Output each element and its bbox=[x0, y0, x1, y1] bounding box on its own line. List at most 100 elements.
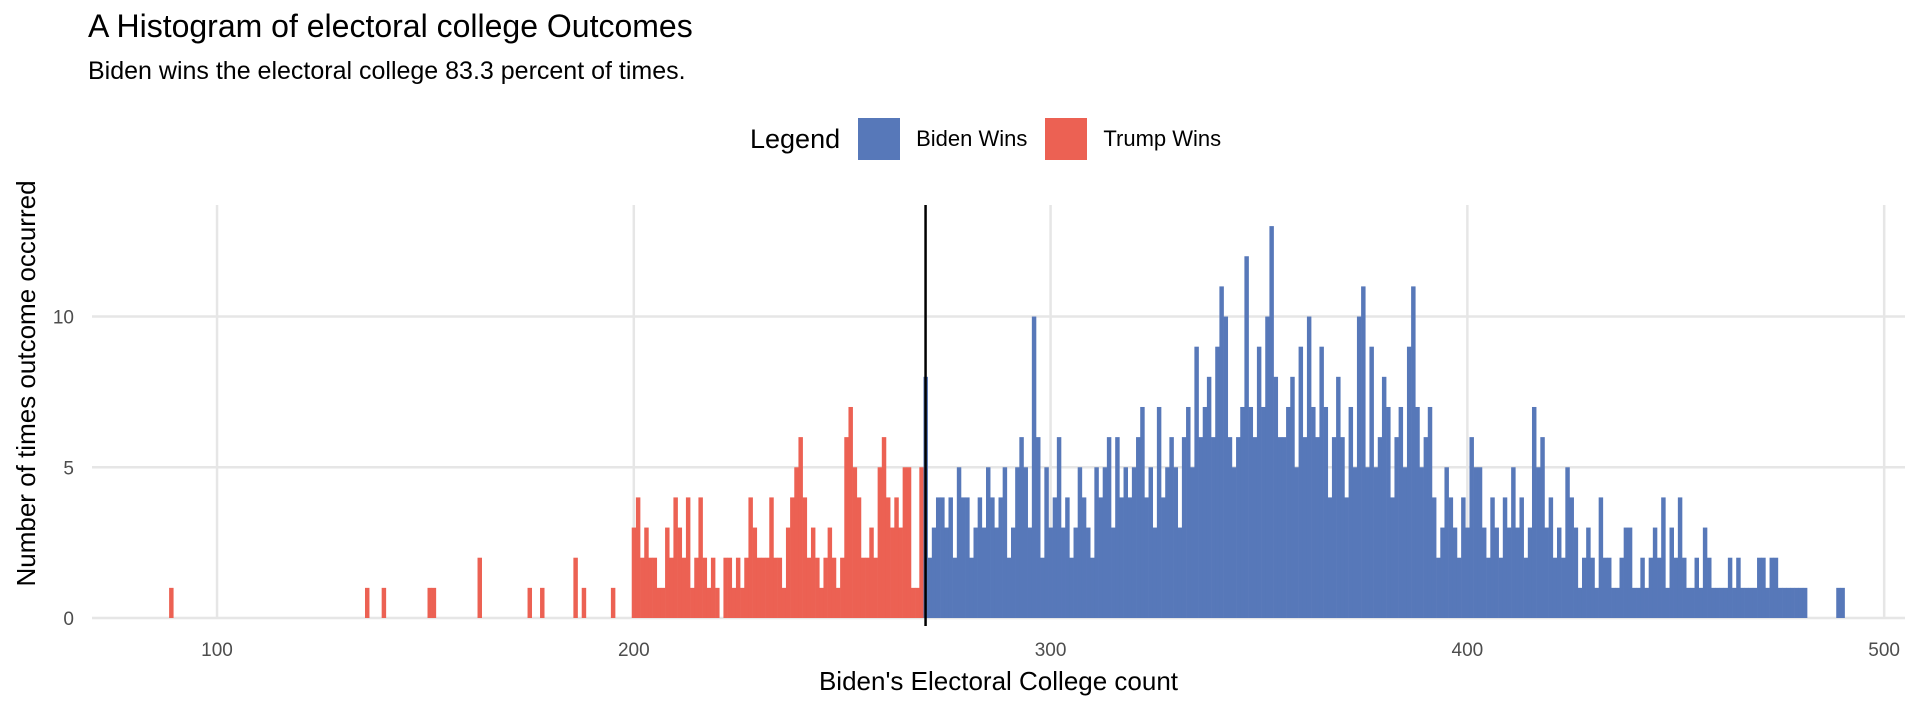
bar-trump bbox=[794, 467, 799, 618]
bar-biden bbox=[1548, 497, 1554, 618]
bar-trump bbox=[431, 587, 437, 618]
bar-trump bbox=[427, 587, 432, 618]
legend: Legend Biden Wins Trump Wins bbox=[750, 118, 1239, 160]
bar-biden bbox=[1769, 557, 1775, 618]
bar-biden bbox=[1702, 527, 1708, 618]
bar-biden bbox=[1607, 557, 1612, 618]
bar-biden bbox=[1315, 437, 1320, 618]
bar-biden bbox=[1715, 587, 1720, 618]
bar-biden bbox=[1090, 557, 1095, 618]
bar-biden bbox=[1381, 376, 1387, 618]
bar-biden bbox=[1340, 437, 1345, 618]
bar-biden bbox=[1598, 497, 1604, 618]
bar-trump bbox=[677, 527, 683, 618]
bar-trump bbox=[894, 497, 899, 618]
bar-biden bbox=[1727, 557, 1733, 618]
bar-biden bbox=[1086, 527, 1091, 618]
bar-trump bbox=[698, 497, 703, 618]
bar-biden bbox=[1390, 497, 1395, 618]
x-tick-label: 100 bbox=[201, 640, 233, 661]
bar-biden bbox=[1361, 286, 1366, 618]
bar-biden bbox=[1761, 557, 1766, 618]
legend-item-biden: Biden Wins bbox=[858, 118, 1027, 160]
bar-trump bbox=[760, 557, 766, 618]
bar-biden bbox=[1765, 587, 1770, 618]
bar-trump bbox=[656, 587, 662, 618]
bar-trump bbox=[648, 557, 653, 618]
bar-biden bbox=[1531, 406, 1537, 618]
bar-biden bbox=[1694, 557, 1699, 618]
bar-biden bbox=[1590, 557, 1595, 618]
bar-biden bbox=[1519, 497, 1524, 618]
bar-biden bbox=[1136, 437, 1141, 618]
bar-trump bbox=[773, 557, 778, 618]
bar-biden bbox=[1536, 467, 1541, 618]
y-tick-label: 10 bbox=[53, 308, 74, 329]
bar-biden bbox=[977, 497, 983, 618]
bar-trump bbox=[877, 467, 883, 618]
bar-biden bbox=[1223, 316, 1229, 618]
bar-biden bbox=[1211, 437, 1216, 618]
bar-biden bbox=[1323, 406, 1329, 618]
bar-biden bbox=[1427, 406, 1433, 618]
bar-trump bbox=[881, 437, 887, 618]
bar-trump bbox=[631, 527, 637, 618]
bar-biden bbox=[1840, 587, 1845, 618]
bar-biden bbox=[1056, 437, 1062, 618]
bar-biden bbox=[1794, 587, 1800, 618]
bar-biden bbox=[1386, 406, 1391, 618]
bar-biden bbox=[1773, 557, 1779, 618]
bar-biden bbox=[1594, 587, 1599, 618]
legend-key-biden bbox=[858, 118, 901, 160]
bar-biden bbox=[1777, 587, 1783, 618]
bar-trump bbox=[573, 557, 578, 618]
bar-biden bbox=[1732, 587, 1737, 618]
bar-biden bbox=[1415, 406, 1420, 618]
bar-biden bbox=[1148, 467, 1154, 618]
bar-biden bbox=[1431, 497, 1437, 618]
bar-trump bbox=[477, 557, 482, 618]
bar-biden bbox=[1190, 467, 1195, 618]
bar-trump bbox=[681, 557, 687, 618]
bar-biden bbox=[1177, 527, 1183, 618]
bar-biden bbox=[965, 497, 970, 618]
bar-trump bbox=[844, 437, 849, 618]
bar-trump bbox=[723, 557, 728, 618]
bar-trump bbox=[735, 557, 741, 618]
bar-trump bbox=[827, 527, 833, 618]
bar-biden bbox=[1094, 467, 1099, 618]
bar-biden bbox=[1173, 467, 1179, 618]
bar-biden bbox=[1673, 557, 1679, 618]
bar-biden bbox=[1048, 527, 1053, 618]
bar-biden bbox=[1602, 557, 1608, 618]
bar-biden bbox=[1498, 557, 1504, 618]
bar-biden bbox=[1636, 587, 1641, 618]
bar-biden bbox=[1669, 527, 1674, 618]
bar-biden bbox=[1181, 437, 1187, 618]
bar-biden bbox=[1269, 226, 1274, 619]
bar-biden bbox=[1248, 406, 1254, 618]
bar-biden bbox=[956, 467, 962, 618]
bar-biden bbox=[1632, 587, 1637, 618]
bar-biden bbox=[931, 527, 937, 618]
bar-biden bbox=[1436, 557, 1441, 618]
bar-trump bbox=[802, 497, 808, 618]
bar-biden bbox=[1306, 316, 1312, 618]
bar-biden bbox=[1052, 497, 1058, 618]
bar-biden bbox=[1115, 437, 1120, 618]
bar-biden bbox=[1019, 437, 1024, 618]
bar-biden bbox=[1331, 437, 1337, 618]
bar-biden bbox=[1640, 557, 1645, 618]
bar-biden bbox=[1440, 527, 1445, 618]
bar-biden bbox=[1552, 557, 1558, 618]
bar-biden bbox=[1081, 497, 1087, 618]
bar-biden bbox=[1219, 286, 1224, 618]
bar-biden bbox=[1411, 286, 1416, 618]
bar-biden bbox=[1657, 557, 1662, 618]
bar-biden bbox=[1073, 527, 1078, 618]
bar-biden bbox=[1506, 527, 1512, 618]
bar-trump bbox=[890, 527, 895, 618]
bar-biden bbox=[1356, 316, 1362, 618]
bar-biden bbox=[1469, 437, 1474, 618]
bar-trump bbox=[798, 437, 803, 618]
